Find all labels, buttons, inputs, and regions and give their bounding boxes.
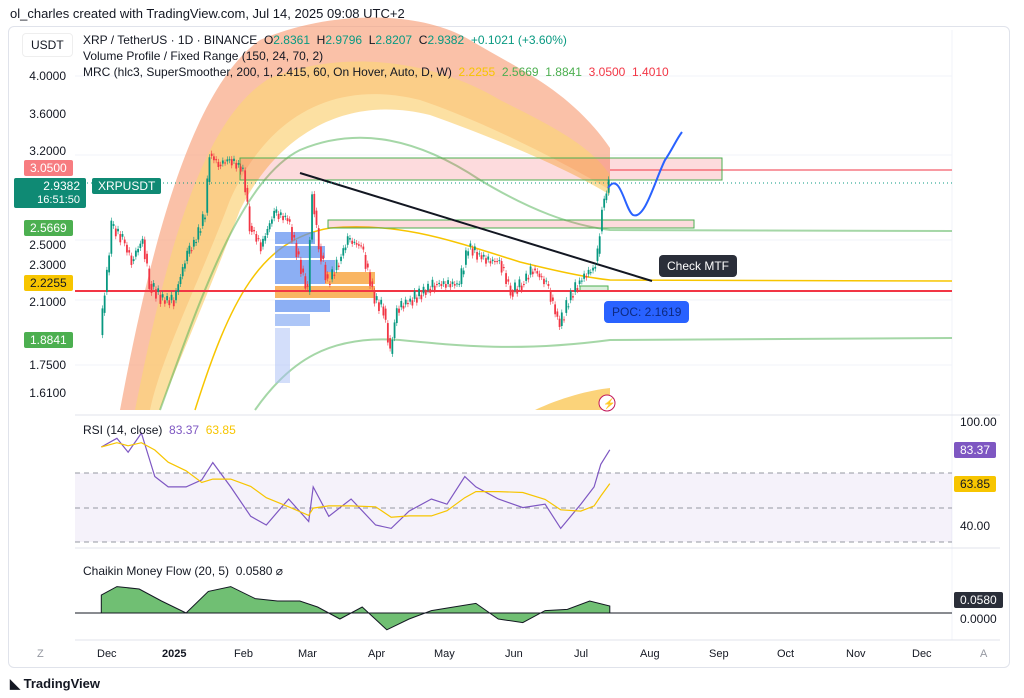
check-mtf-note[interactable]: Check MTF <box>659 255 738 277</box>
hide-icon: ⌀ <box>275 564 284 578</box>
lightning-icon <box>598 394 616 412</box>
rsi-value-tag: 83.37 <box>954 442 997 458</box>
mrc-inner-upper-line <box>159 136 953 411</box>
lightning-glyph: ⚡ <box>603 397 615 410</box>
poc-label[interactable]: POC: 2.1619 <box>604 301 690 323</box>
chart-frame <box>8 26 1010 668</box>
legend: XRP / TetherUS · 1D · BINANCE O2.8361 H2… <box>83 32 669 80</box>
cmf-tick-0: 0.0000 <box>960 612 997 626</box>
scroll-left-button[interactable]: Z <box>37 648 44 660</box>
mrc-legend[interactable]: MRC (hlc3, SuperSmoother, 200, 1, 2.415,… <box>83 65 669 79</box>
symbol-legend: XRP / TetherUS · 1D · BINANCE O2.8361 H2… <box>83 33 567 47</box>
rsi-ma-tag: 63.85 <box>954 476 997 492</box>
candles <box>101 150 610 357</box>
symbol-tag: XRPUSDT <box>92 178 162 194</box>
rsi-line <box>101 431 611 530</box>
inner-lower-tag: 1.8841 <box>24 332 73 348</box>
inner-upper-tag: 2.5669 <box>24 220 73 236</box>
mrc-inner-lower-line <box>254 337 953 411</box>
cmf-legend[interactable]: Chaikin Money Flow (20, 5) 0.0580 ⌀ <box>83 564 284 578</box>
rsi-ma-line <box>101 442 611 518</box>
cmf-value-tag: 0.0580 <box>954 592 1003 608</box>
credit-text: ol_charles created with TradingView.com,… <box>10 6 405 21</box>
last-price-tag: 2.9382 16:51:50 <box>14 178 86 208</box>
rsi-band <box>75 473 952 542</box>
vp-legend[interactable]: Volume Profile / Fixed Range (150, 24, 7… <box>83 49 324 63</box>
currency-button[interactable]: USDT <box>22 33 73 57</box>
cmf-area <box>100 586 611 631</box>
forecast-path <box>607 131 683 217</box>
trendline <box>299 172 653 282</box>
rsi-tick-100: 100.00 <box>960 415 997 429</box>
rsi-tick-40: 40.00 <box>960 519 991 533</box>
symbol-name[interactable]: XRP / TetherUS · 1D · BINANCE <box>83 33 258 47</box>
mean-tag: 2.2255 <box>24 275 73 291</box>
tradingview-logo[interactable]: ◣ TradingView <box>10 676 100 691</box>
rsi-legend[interactable]: RSI (14, close) 83.37 63.85 <box>83 423 236 437</box>
mrc-inner-band <box>135 61 610 411</box>
mrc-upper-tag: 3.0500 <box>24 160 73 176</box>
tv-icon: ◣ <box>10 676 20 691</box>
change-value: +0.1021 (+3.60%) <box>470 33 567 47</box>
zone-mid <box>327 219 695 229</box>
volume-profile <box>275 232 375 383</box>
mrc-mean-fill <box>535 388 610 410</box>
mrc-mean-line <box>194 226 953 411</box>
auto-scale-button[interactable]: A <box>980 648 988 660</box>
